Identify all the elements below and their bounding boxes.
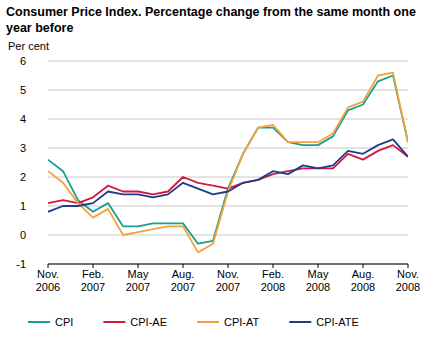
y-tick-label: 0 xyxy=(20,229,26,241)
x-tick-label: Feb.2008 xyxy=(261,268,285,293)
grid-line xyxy=(48,119,408,120)
title: Consumer Price Index. Percentage change … xyxy=(6,4,416,36)
series-line xyxy=(48,73,408,253)
legend-swatch xyxy=(28,321,50,323)
legend-swatch xyxy=(103,321,125,323)
x-tick-label: Nov.2006 xyxy=(36,268,60,293)
y-tick-label: 5 xyxy=(20,84,26,96)
plot-area xyxy=(48,73,408,253)
y-tick-label: 2 xyxy=(20,171,26,183)
x-tick-label: May2007 xyxy=(126,268,150,293)
chart: Per cent -1 0 1 2 3 4 5 6 Nov.2006 Feb.2007 May2007… xyxy=(0,0,426,344)
legend-swatch xyxy=(197,321,219,323)
x-tick-label: Nov.2007 xyxy=(216,268,240,293)
grid-line xyxy=(48,90,408,91)
legend-swatch xyxy=(289,321,311,323)
series-line xyxy=(48,76,408,244)
x-tick-label: Aug.2008 xyxy=(351,268,375,293)
legend-item: CPI-AT xyxy=(197,316,260,328)
x-tick-label: Aug.2007 xyxy=(171,268,195,293)
legend-item: CPI xyxy=(28,316,73,328)
y-axis-label: Per cent xyxy=(8,40,49,52)
grid-line xyxy=(48,61,408,62)
x-tick-label: Feb.2007 xyxy=(81,268,105,293)
grid-line xyxy=(48,177,408,178)
x-tick-label: May2008 xyxy=(306,268,330,293)
series-line xyxy=(48,139,408,212)
legend-item: CPI-ATE xyxy=(289,316,359,328)
y-tick-label: 1 xyxy=(20,200,26,212)
legend-label: CPI-AT xyxy=(224,316,260,328)
y-tick-label: 4 xyxy=(20,113,26,125)
legend-label: CPI-AE xyxy=(130,316,167,328)
grid-line xyxy=(48,148,408,149)
y-tick-label: 6 xyxy=(20,55,26,67)
legend-item: CPI-AE xyxy=(103,316,167,328)
legend-label: CPI-ATE xyxy=(316,316,359,328)
legend-label: CPI xyxy=(55,316,73,328)
y-tick-label: 3 xyxy=(20,142,26,154)
x-tick-label: Nov.2008 xyxy=(396,268,420,293)
y-tick-label: -1 xyxy=(16,258,26,270)
grid-line xyxy=(48,235,408,236)
